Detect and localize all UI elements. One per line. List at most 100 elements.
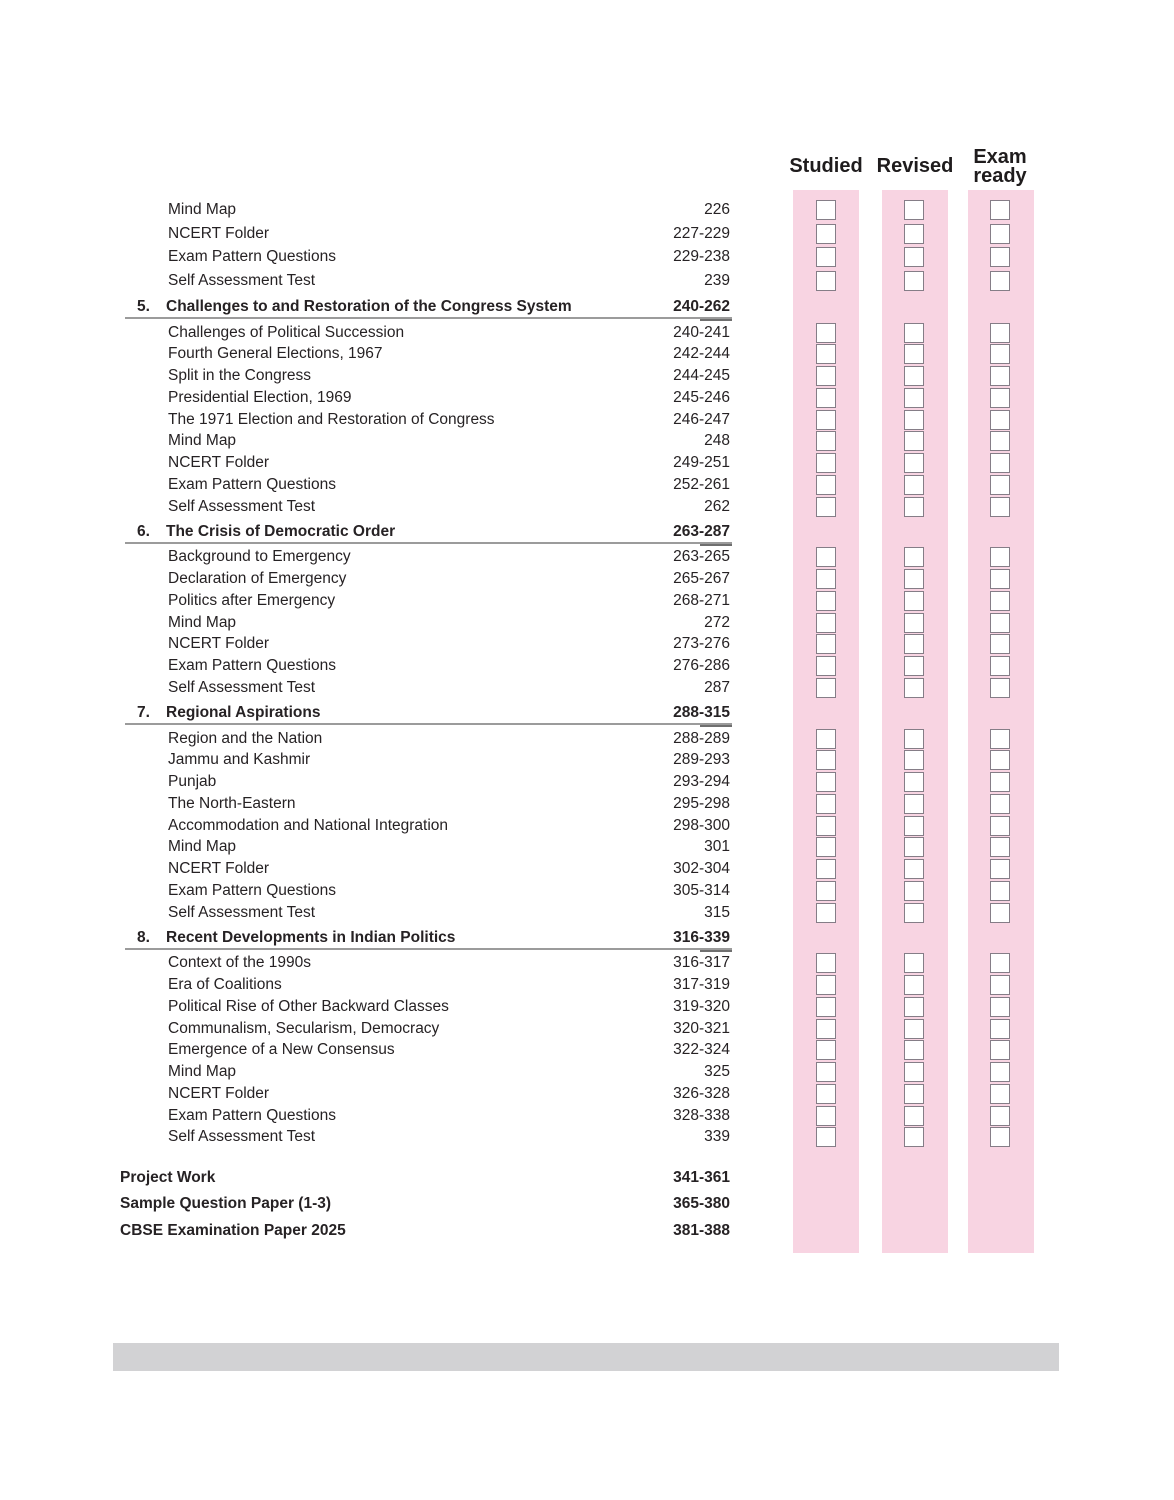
checkbox-studied[interactable]: [816, 247, 836, 268]
checkbox-revised[interactable]: [904, 953, 924, 974]
checkbox-exam-ready[interactable]: [990, 1127, 1010, 1148]
checkbox-revised[interactable]: [904, 247, 924, 268]
checkbox-studied[interactable]: [816, 199, 836, 220]
checkbox-revised[interactable]: [904, 837, 924, 858]
checkbox-studied[interactable]: [816, 270, 836, 291]
checkbox-revised[interactable]: [904, 634, 924, 655]
checkbox-studied[interactable]: [816, 547, 836, 568]
checkbox-studied[interactable]: [816, 1083, 836, 1104]
checkbox-studied[interactable]: [816, 474, 836, 495]
checkbox-revised[interactable]: [904, 1040, 924, 1061]
checkbox-studied[interactable]: [816, 975, 836, 996]
checkbox-exam-ready[interactable]: [990, 223, 1010, 244]
checkbox-exam-ready[interactable]: [990, 1040, 1010, 1061]
checkbox-revised[interactable]: [904, 547, 924, 568]
checkbox-exam-ready[interactable]: [990, 569, 1010, 590]
checkbox-exam-ready[interactable]: [990, 1018, 1010, 1039]
checkbox-studied[interactable]: [816, 1018, 836, 1039]
checkbox-studied[interactable]: [816, 656, 836, 677]
checkbox-revised[interactable]: [904, 569, 924, 590]
checkbox-revised[interactable]: [904, 728, 924, 749]
checkbox-studied[interactable]: [816, 322, 836, 343]
checkbox-studied[interactable]: [816, 837, 836, 858]
checkbox-studied[interactable]: [816, 1062, 836, 1083]
checkbox-exam-ready[interactable]: [990, 656, 1010, 677]
checkbox-exam-ready[interactable]: [990, 677, 1010, 698]
checkbox-studied[interactable]: [816, 880, 836, 901]
checkbox-revised[interactable]: [904, 996, 924, 1017]
checkbox-revised[interactable]: [904, 975, 924, 996]
checkbox-studied[interactable]: [816, 750, 836, 771]
checkbox-exam-ready[interactable]: [990, 728, 1010, 749]
checkbox-studied[interactable]: [816, 1040, 836, 1061]
checkbox-exam-ready[interactable]: [990, 1062, 1010, 1083]
checkbox-studied[interactable]: [816, 1127, 836, 1148]
checkbox-revised[interactable]: [904, 772, 924, 793]
checkbox-revised[interactable]: [904, 453, 924, 474]
checkbox-revised[interactable]: [904, 793, 924, 814]
checkbox-exam-ready[interactable]: [990, 496, 1010, 517]
checkbox-studied[interactable]: [816, 612, 836, 633]
checkbox-revised[interactable]: [904, 902, 924, 923]
checkbox-exam-ready[interactable]: [990, 953, 1010, 974]
checkbox-revised[interactable]: [904, 1083, 924, 1104]
checkbox-exam-ready[interactable]: [990, 431, 1010, 452]
checkbox-exam-ready[interactable]: [990, 387, 1010, 408]
checkbox-exam-ready[interactable]: [990, 366, 1010, 387]
checkbox-revised[interactable]: [904, 815, 924, 836]
checkbox-studied[interactable]: [816, 223, 836, 244]
checkbox-exam-ready[interactable]: [990, 1083, 1010, 1104]
checkbox-revised[interactable]: [904, 656, 924, 677]
checkbox-exam-ready[interactable]: [990, 880, 1010, 901]
checkbox-exam-ready[interactable]: [990, 547, 1010, 568]
checkbox-revised[interactable]: [904, 322, 924, 343]
checkbox-studied[interactable]: [816, 728, 836, 749]
checkbox-exam-ready[interactable]: [990, 634, 1010, 655]
checkbox-revised[interactable]: [904, 431, 924, 452]
checkbox-exam-ready[interactable]: [990, 750, 1010, 771]
checkbox-studied[interactable]: [816, 634, 836, 655]
checkbox-studied[interactable]: [816, 677, 836, 698]
checkbox-revised[interactable]: [904, 677, 924, 698]
checkbox-revised[interactable]: [904, 223, 924, 244]
checkbox-revised[interactable]: [904, 496, 924, 517]
checkbox-exam-ready[interactable]: [990, 859, 1010, 880]
checkbox-studied[interactable]: [816, 902, 836, 923]
checkbox-revised[interactable]: [904, 750, 924, 771]
checkbox-revised[interactable]: [904, 1062, 924, 1083]
checkbox-exam-ready[interactable]: [990, 344, 1010, 365]
checkbox-revised[interactable]: [904, 880, 924, 901]
checkbox-revised[interactable]: [904, 344, 924, 365]
checkbox-exam-ready[interactable]: [990, 612, 1010, 633]
checkbox-revised[interactable]: [904, 409, 924, 430]
checkbox-exam-ready[interactable]: [990, 793, 1010, 814]
checkbox-studied[interactable]: [816, 1105, 836, 1126]
checkbox-studied[interactable]: [816, 953, 836, 974]
checkbox-exam-ready[interactable]: [990, 453, 1010, 474]
checkbox-exam-ready[interactable]: [990, 975, 1010, 996]
checkbox-revised[interactable]: [904, 474, 924, 495]
checkbox-exam-ready[interactable]: [990, 474, 1010, 495]
checkbox-exam-ready[interactable]: [990, 409, 1010, 430]
checkbox-studied[interactable]: [816, 569, 836, 590]
checkbox-studied[interactable]: [816, 815, 836, 836]
checkbox-studied[interactable]: [816, 431, 836, 452]
checkbox-studied[interactable]: [816, 772, 836, 793]
checkbox-revised[interactable]: [904, 612, 924, 633]
checkbox-studied[interactable]: [816, 793, 836, 814]
checkbox-revised[interactable]: [904, 859, 924, 880]
checkbox-revised[interactable]: [904, 590, 924, 611]
checkbox-revised[interactable]: [904, 199, 924, 220]
checkbox-revised[interactable]: [904, 1127, 924, 1148]
checkbox-studied[interactable]: [816, 859, 836, 880]
checkbox-exam-ready[interactable]: [990, 322, 1010, 343]
checkbox-exam-ready[interactable]: [990, 247, 1010, 268]
checkbox-revised[interactable]: [904, 1105, 924, 1126]
checkbox-exam-ready[interactable]: [990, 199, 1010, 220]
checkbox-revised[interactable]: [904, 1018, 924, 1039]
checkbox-exam-ready[interactable]: [990, 815, 1010, 836]
checkbox-exam-ready[interactable]: [990, 1105, 1010, 1126]
checkbox-studied[interactable]: [816, 344, 836, 365]
checkbox-studied[interactable]: [816, 409, 836, 430]
checkbox-exam-ready[interactable]: [990, 837, 1010, 858]
